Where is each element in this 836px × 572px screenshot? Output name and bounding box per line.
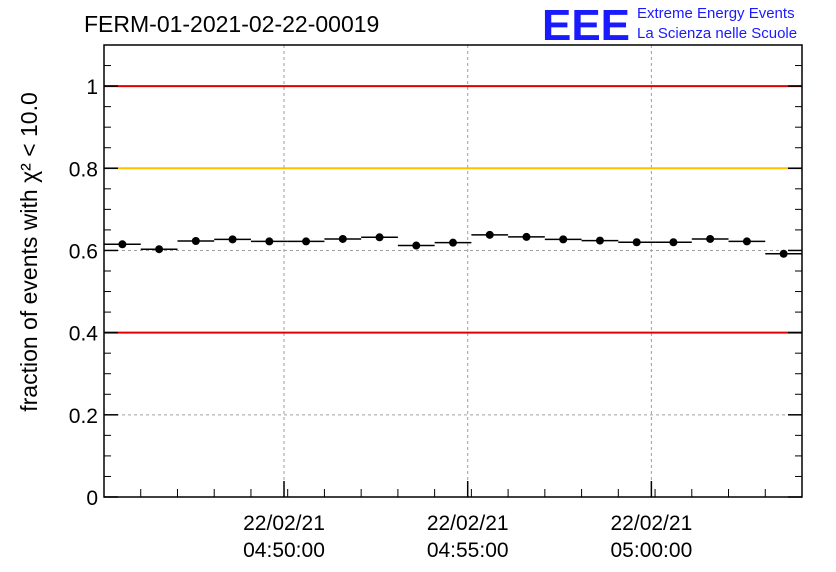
y-tick-label: 0 [86,487,98,510]
x-tick-time: 04:55:00 [427,539,509,562]
y-ticks: 0 0.2 0.4 0.6 0.8 1 [69,44,802,510]
data-point [228,235,237,244]
x-tick-date: 22/02/21 [427,512,509,535]
data-point [779,249,788,258]
x-tick-time: 04:50:00 [243,539,325,562]
x-tick-date: 22/02/21 [243,512,325,535]
x-ticks: 22/02/21 04:50:00 22/02/21 04:55:00 22/02/21… [103,481,803,562]
data-point [118,240,127,249]
data-point [706,234,715,243]
data-point [449,238,457,247]
y-tick-label: 0.4 [69,323,99,346]
data-point [375,233,384,242]
logo-mark: EEE [542,1,630,50]
x-tick-time: 05:00:00 [611,539,693,562]
data-point [669,238,678,247]
y-tick-label: 0.8 [69,158,98,181]
data-point [338,234,347,243]
grid [104,45,802,497]
data-point [155,245,164,254]
y-tick-label: 0.2 [69,405,98,428]
data-point [191,237,200,246]
axes [103,44,803,498]
y-axis-label: fraction of events with χ² < 10.0 [16,92,42,412]
data-series [104,230,802,258]
reference-lines [104,85,802,334]
plot-frame [103,44,803,498]
data-point [302,237,311,246]
y-tick-label: 1 [86,76,98,99]
data-point [559,235,568,244]
eee-logo: EEE Extreme Energy Events La Scienza nel… [542,1,797,50]
data-point [485,230,494,239]
data-point [632,238,641,247]
chart-title: FERM-01-2021-02-22-00019 [84,11,379,37]
data-point [412,241,421,250]
data-point [265,237,274,246]
x-tick-date: 22/02/21 [611,512,693,535]
logo-line2: La Scienza nelle Scuole [637,25,797,42]
y-tick-label: 0.6 [69,240,98,263]
data-point [742,237,751,246]
data-point [595,236,604,245]
data-point [522,232,531,241]
logo-line1: Extreme Energy Events [637,5,795,22]
